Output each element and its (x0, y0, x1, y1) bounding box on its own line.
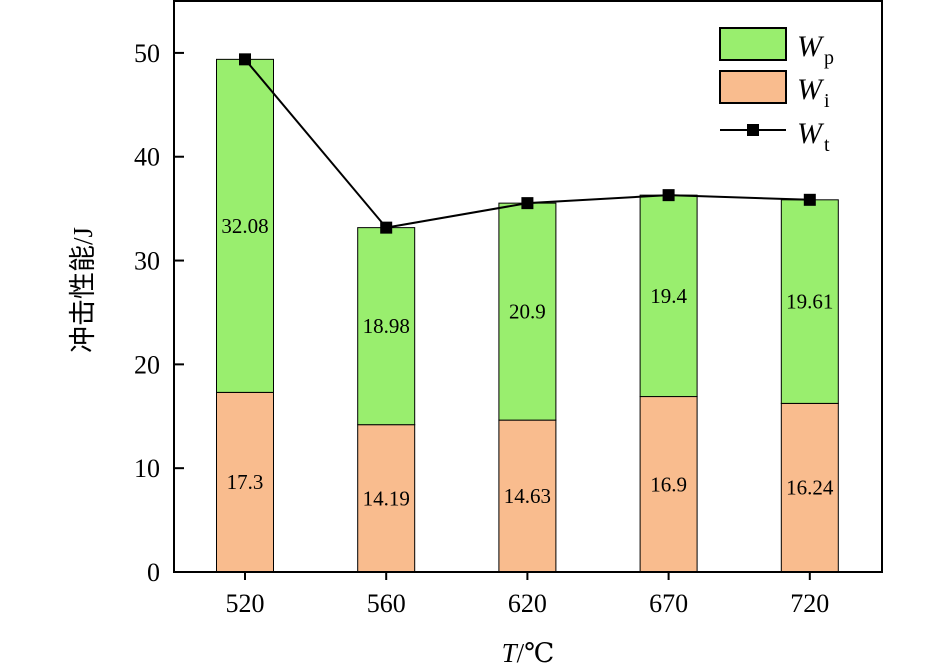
bar-wi-520 (216, 391, 274, 573)
data-label-wp-620: 20.9 (509, 300, 546, 324)
x-tick-label-620: 620 (508, 589, 547, 618)
bar-wp-720 (780, 199, 839, 404)
data-label-wi-720: 16.24 (786, 476, 834, 500)
data-label-wi-560: 14.19 (363, 486, 410, 510)
x-tick-label-670: 670 (649, 589, 688, 618)
x-tick-label-720: 720 (790, 589, 829, 618)
y-tick-label-50: 50 (134, 39, 160, 68)
data-label-wp-670: 19.4 (650, 284, 687, 308)
x-tick-label-560: 560 (367, 589, 406, 618)
legend-swatch-Wi (719, 70, 787, 104)
y-tick-label-30: 30 (134, 247, 160, 276)
y-tick-label-10: 10 (134, 454, 160, 483)
y-tick-label-40: 40 (134, 143, 160, 172)
data-label-wp-720: 19.61 (786, 290, 833, 314)
data-label-wi-520: 17.3 (227, 470, 264, 494)
data-label-wp-560: 18.98 (363, 314, 410, 338)
x-tick-label-520: 520 (226, 589, 265, 618)
marker-wt-720 (803, 193, 816, 206)
marker-wt-670 (662, 189, 675, 202)
bar-wp-520 (216, 58, 274, 393)
data-label-wi-620: 14.63 (504, 484, 551, 508)
bar-wp-620 (498, 202, 557, 421)
x-axis-label: T/℃ (502, 638, 555, 668)
y-tick-label-0: 0 (147, 558, 160, 587)
bar-wi-620 (498, 419, 557, 573)
legend-marker-Wt (747, 124, 759, 136)
legend-swatch-Wp (719, 27, 787, 61)
data-label-wp-520: 32.08 (221, 214, 268, 238)
marker-wt-560 (380, 221, 393, 234)
data-label-wi-670: 16.9 (650, 472, 687, 496)
bar-wp-670 (639, 194, 698, 398)
marker-wt-520 (239, 53, 251, 66)
y-tick-label-20: 20 (134, 350, 160, 379)
marker-wt-620 (521, 197, 534, 210)
bar-wp-560 (357, 227, 416, 426)
y-axis-label: 冲击性能/J (68, 227, 98, 353)
